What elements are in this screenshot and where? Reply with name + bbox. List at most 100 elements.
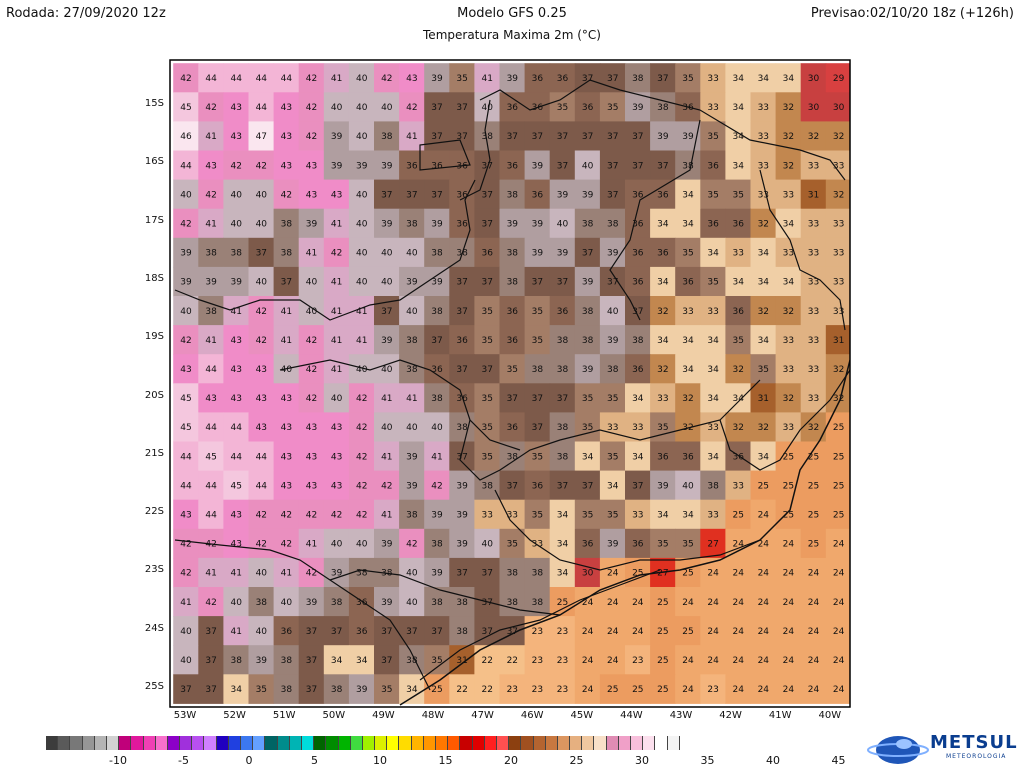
grid-value: 39 [256,656,268,666]
grid-value: 42 [381,74,392,84]
grid-value: 32 [732,365,743,375]
grid-value: 40 [256,627,268,637]
grid-value: 38 [281,656,293,666]
grid-value: 34 [331,656,343,666]
lat-label: 25S [144,681,164,692]
grid-cell [273,63,300,93]
grid-value: 24 [808,598,820,608]
grid-value: 35 [456,74,467,84]
grid-value: 36 [456,190,468,200]
grid-cell [273,528,300,559]
grid-value: 43 [205,394,216,404]
colorbar-swatch [253,736,266,750]
grid-value: 25 [808,452,819,462]
grid-value: 44 [256,103,268,113]
colorbar-swatch [277,736,290,750]
grid-cell [775,354,802,384]
grid-value: 33 [732,249,743,259]
colorbar-swatch [289,736,302,750]
grid-value: 32 [758,220,769,230]
grid-cell [750,266,777,297]
grid-cell [725,121,751,151]
grid-cell [625,296,651,326]
grid-value: 24 [607,569,619,579]
grid-cell [499,645,526,675]
grid-cell [524,325,551,355]
grid-cell [298,63,325,93]
colorbar-swatch [545,736,558,750]
grid-value: 34 [783,220,795,230]
colorbar-swatch [314,736,327,750]
grid-value: 32 [682,423,693,433]
grid-value: 34 [732,278,744,288]
grid-cell [223,92,249,122]
valid-time-label: Previsao:02/10/20 18z (+126h) [810,6,1014,21]
colorbar-swatch [509,736,522,750]
grid-cell [800,470,827,501]
colorbar-tick-label: 40 [766,754,780,767]
grid-value: 34 [758,452,770,462]
grid-cell [399,470,425,501]
colorbar-swatch [521,736,534,750]
grid-value: 35 [481,307,492,317]
grid-cell [700,557,726,588]
grid-value: 33 [707,423,718,433]
grid-cell [298,383,325,413]
grid-cell [173,674,199,704]
grid-cell [173,470,199,501]
grid-value: 35 [507,365,518,375]
lon-label: 48W [421,710,445,721]
grid-cell [173,208,199,239]
colorbar-swatch [106,736,120,750]
grid-value: 34 [582,452,594,462]
grid-value: 42 [281,190,292,200]
grid-value: 40 [256,190,268,200]
grid-cell [625,208,651,239]
grid-value: 39 [557,249,569,259]
grid-value: 41 [356,336,367,346]
grid-cell [650,674,676,704]
grid-value: 40 [331,103,343,113]
grid-cell [298,616,325,646]
grid-value: 33 [758,190,769,200]
grid-cell [524,121,551,151]
colorbar-swatch [82,736,95,750]
grid-cell [750,674,777,704]
grid-cell [625,616,651,646]
grid-cell [524,499,551,530]
grid-cell [524,266,551,297]
grid-cell [650,296,676,326]
grid-cell [675,557,701,588]
grid-cell [524,237,551,268]
grid-cell [323,587,350,617]
grid-cell [750,470,777,501]
grid-cell [449,470,475,501]
lat-label: 19S [144,331,164,343]
grid-value: 24 [582,685,594,695]
grid-value: 36 [632,278,644,288]
grid-cell [198,92,224,122]
grid-cell [625,441,651,472]
colorbar-swatch [643,736,656,750]
grid-value: 38 [230,249,242,259]
grid-cell [549,674,576,704]
grid-cell [750,296,777,326]
grid-cell [574,616,601,646]
grid-value: 24 [833,627,845,637]
grid-cell [825,208,850,239]
colorbar-tick-label: 15 [438,754,453,767]
grid-value: 36 [682,103,694,113]
grid-cell [348,470,375,501]
grid-value: 44 [180,481,192,491]
grid-cell [499,528,526,559]
grid-cell [549,121,576,151]
grid-value: 37 [607,161,618,171]
colorbar-swatch [228,736,241,750]
grid-value: 39 [431,511,443,521]
grid-value: 38 [532,598,544,608]
grid-value: 36 [507,423,519,433]
grid-cell [574,557,601,588]
grid-value: 36 [632,220,644,230]
grid-cell [424,325,450,355]
grid-cell [549,499,576,530]
